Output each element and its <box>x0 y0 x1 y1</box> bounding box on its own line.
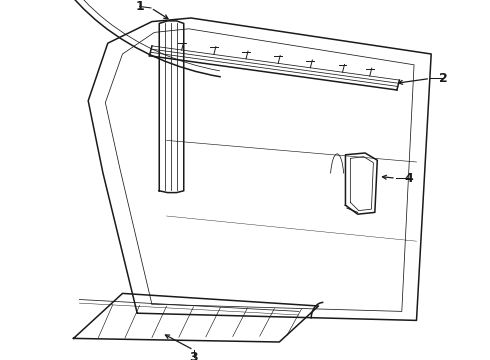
Text: 1: 1 <box>135 0 144 13</box>
Text: 3: 3 <box>189 351 198 360</box>
Text: 2: 2 <box>439 72 448 85</box>
Text: 4: 4 <box>405 172 414 185</box>
